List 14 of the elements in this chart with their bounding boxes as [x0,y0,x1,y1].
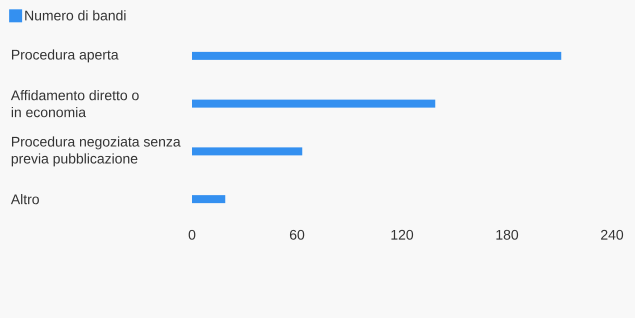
y-tick-label: Procedura aperta [12,49,119,62]
y-tick-label: Altro [10,194,39,204]
y-tick-label: Procedura negoziata senza previa pubblicazione [12,136,181,166]
bar [192,147,302,156]
x-tick-label: 240 [601,230,624,240]
x-tick-label: 180 [496,230,518,240]
bar [192,195,226,204]
x-tick-label: 0 [188,230,196,240]
x-tick-label: 120 [391,230,414,240]
legend-label: Numero di bandi [25,10,126,20]
bar [192,100,436,108]
bar [192,52,562,60]
x-tick-label: 60 [290,230,304,240]
y-tick-label: Affidamento diretto o in economia [10,90,139,118]
